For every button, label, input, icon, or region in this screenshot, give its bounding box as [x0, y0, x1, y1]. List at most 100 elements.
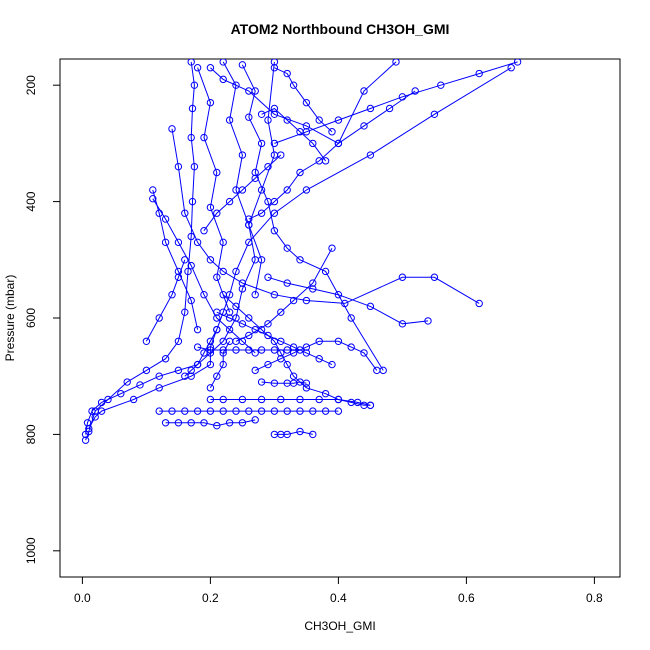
data-point — [245, 113, 253, 121]
data-point — [238, 419, 247, 427]
y-tick-label: 400 — [24, 191, 38, 211]
data-point — [188, 104, 197, 113]
data-point — [232, 81, 240, 89]
data-point — [213, 314, 221, 322]
y-axis: 200 400 600 800 1000 — [24, 75, 61, 564]
data-point — [270, 291, 279, 299]
series-line — [88, 67, 512, 429]
data-point — [283, 244, 291, 252]
series-7 — [206, 395, 375, 410]
data-point — [206, 203, 215, 212]
data-point — [190, 162, 199, 171]
data-point — [193, 343, 202, 351]
data-point — [296, 346, 304, 354]
data-point — [309, 430, 317, 439]
data-point — [385, 104, 394, 113]
series-line — [171, 128, 480, 304]
data-point — [168, 125, 176, 133]
data-point — [296, 395, 304, 404]
data-point — [283, 346, 291, 354]
series-line — [241, 64, 384, 371]
data-point — [206, 395, 215, 404]
data-point — [155, 372, 163, 380]
series-22 — [181, 325, 221, 380]
series-1 — [81, 59, 199, 444]
data-point — [225, 325, 234, 334]
series-10 — [193, 343, 304, 354]
data-point — [184, 267, 192, 276]
data-point — [315, 116, 323, 124]
data-point — [187, 133, 195, 142]
data-point — [353, 398, 362, 407]
data-point — [302, 98, 311, 107]
data-point — [251, 291, 259, 299]
data-point — [270, 110, 279, 118]
data-point — [91, 413, 99, 421]
series-19 — [270, 59, 522, 148]
data-point — [251, 416, 259, 424]
series-6 — [161, 416, 259, 430]
data-point — [149, 194, 157, 203]
data-point — [219, 360, 227, 369]
data-point — [174, 337, 183, 345]
series-27 — [270, 64, 336, 136]
series-12 — [168, 125, 483, 308]
data-point — [219, 291, 227, 299]
data-point — [238, 151, 247, 159]
data-point — [257, 407, 266, 415]
series-16 — [219, 59, 266, 299]
data-point — [302, 384, 311, 392]
data-point — [200, 349, 208, 357]
data-point — [296, 407, 304, 415]
data-point — [174, 162, 183, 171]
data-layer — [81, 59, 522, 444]
data-point — [168, 291, 176, 299]
series-3 — [85, 64, 515, 433]
data-point — [334, 395, 343, 404]
series-line — [152, 198, 256, 354]
data-point — [257, 110, 266, 118]
data-point — [251, 366, 259, 375]
series-line — [209, 341, 231, 389]
data-point — [238, 285, 247, 293]
data-point — [238, 320, 247, 328]
data-point — [187, 232, 195, 241]
data-point — [366, 302, 375, 311]
plot-frame — [59, 58, 621, 578]
data-point — [213, 325, 221, 334]
data-point — [238, 337, 247, 345]
series-line — [216, 311, 333, 366]
data-point — [97, 407, 106, 415]
data-point — [213, 421, 221, 430]
data-point — [181, 372, 189, 380]
data-point — [174, 273, 183, 281]
series-20 — [245, 87, 419, 223]
series-line — [222, 61, 263, 295]
chart-title: ATOM2 Northbound CH3OH_GMI — [231, 21, 450, 37]
data-point — [321, 267, 330, 276]
data-point — [193, 64, 202, 72]
data-point — [270, 209, 279, 217]
data-point — [296, 168, 304, 177]
data-point — [315, 395, 323, 404]
data-point — [238, 279, 247, 287]
data-point — [257, 256, 266, 264]
data-point — [334, 116, 343, 124]
data-point — [302, 343, 311, 351]
data-point — [206, 384, 215, 392]
data-point — [283, 116, 291, 124]
series-line — [274, 67, 333, 133]
data-point — [366, 401, 375, 410]
series-line — [274, 430, 313, 435]
series-8 — [270, 427, 317, 439]
data-point — [174, 267, 183, 276]
data-point — [270, 64, 279, 72]
data-point — [200, 419, 208, 427]
data-point — [168, 407, 176, 415]
data-point — [283, 69, 291, 78]
data-point — [328, 128, 336, 136]
data-point — [88, 407, 96, 415]
data-point — [264, 162, 272, 171]
data-point — [270, 139, 279, 148]
series-line — [197, 67, 231, 313]
